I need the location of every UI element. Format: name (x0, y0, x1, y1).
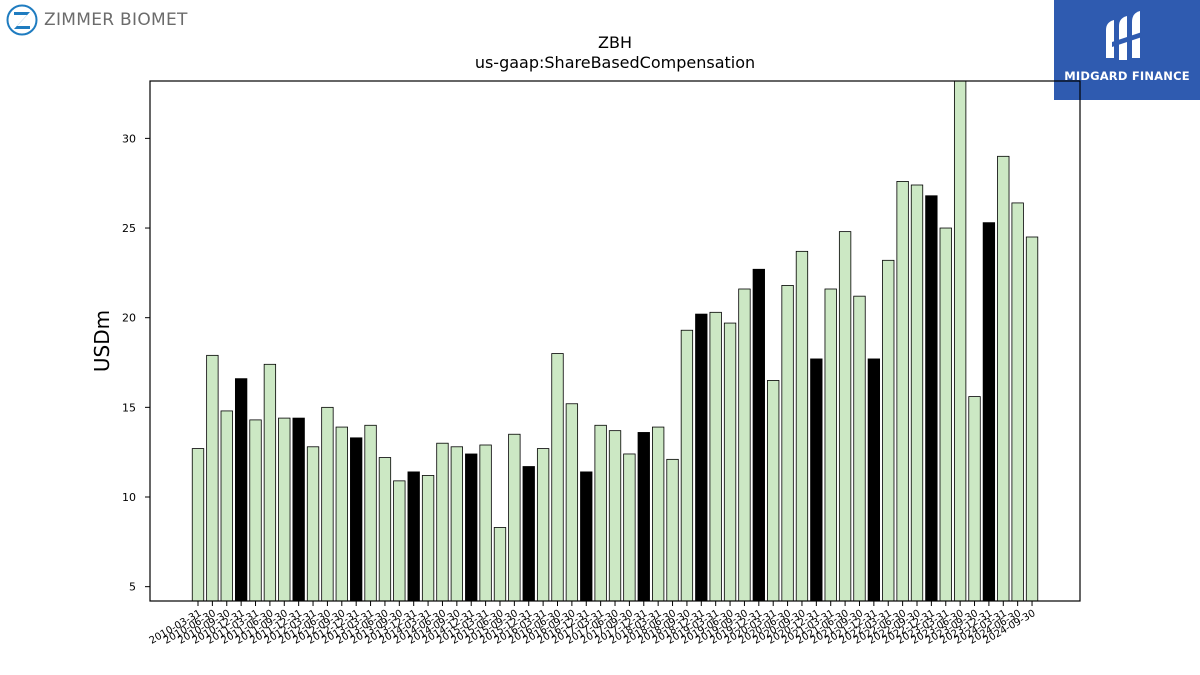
bar (896, 181, 909, 602)
bar (709, 311, 722, 602)
bar (666, 458, 679, 602)
bar (220, 410, 233, 602)
bar (752, 268, 765, 602)
bar (450, 446, 463, 602)
bar (867, 358, 881, 602)
bar (882, 259, 895, 602)
bar (637, 432, 650, 602)
chart-subtitle: us-gaap:ShareBasedCompensation (475, 53, 755, 72)
bar (306, 446, 320, 602)
bars-group (191, 80, 1039, 602)
bar (249, 419, 262, 602)
bar (910, 184, 924, 602)
bar (493, 527, 507, 602)
bar (278, 417, 291, 602)
bar (364, 424, 377, 602)
bar (508, 433, 521, 602)
bar (565, 403, 579, 602)
midgard-finance-mark-icon (1106, 11, 1142, 60)
zimmer-biomet-logo: ZIMMER BIOMET (6, 4, 188, 36)
bar (795, 250, 809, 602)
bar (421, 475, 435, 602)
bar (953, 80, 967, 602)
zimmer-biomet-name: ZIMMER BIOMET (44, 10, 188, 30)
bar (479, 444, 492, 602)
bar (939, 227, 952, 602)
zimmer-biomet-z-icon (6, 4, 38, 36)
bar (536, 448, 550, 602)
bar (997, 155, 1010, 602)
bar (838, 231, 852, 602)
bar (594, 424, 607, 602)
y-tick-label: 25 (122, 222, 136, 235)
bar (695, 313, 708, 602)
bar (292, 417, 305, 602)
y-tick-label: 20 (122, 312, 136, 325)
bar (407, 471, 420, 602)
bar (191, 448, 205, 602)
bar (925, 195, 938, 602)
bar (263, 363, 277, 602)
bar (465, 453, 478, 602)
plot-frame (149, 80, 1081, 602)
bar (810, 358, 823, 602)
bar (680, 329, 694, 602)
bar (522, 466, 535, 602)
bar (608, 430, 622, 602)
chart-title: ZBH (598, 33, 632, 52)
bar (234, 378, 248, 602)
bar (853, 295, 866, 602)
bar (551, 353, 564, 602)
bar (781, 285, 794, 602)
bar (723, 322, 737, 602)
bar (1025, 236, 1039, 602)
y-tick-label: 5 (129, 581, 136, 594)
bar (335, 426, 348, 602)
midgard-finance-logo: MIDGARD FINANCE (1054, 0, 1200, 100)
y-axis-label: USDm (90, 310, 114, 372)
bar (393, 480, 406, 602)
bar (321, 406, 334, 602)
bar (968, 396, 981, 602)
midgard-finance-name: MIDGARD FINANCE (1064, 69, 1190, 83)
y-tick-label: 15 (122, 401, 136, 414)
bar (652, 426, 665, 602)
bar (580, 471, 593, 602)
bar (982, 222, 996, 602)
bar (623, 453, 636, 602)
bar (436, 442, 449, 602)
bar (738, 288, 751, 602)
bar (378, 457, 392, 602)
bar (350, 437, 363, 602)
y-tick-label: 30 (122, 132, 136, 145)
bar (206, 354, 219, 602)
bar (1011, 202, 1024, 602)
bar (767, 380, 780, 602)
y-tick-label: 10 (122, 491, 136, 504)
bar (824, 288, 837, 602)
x-axis-ticks: 2010-03-312010-06-302010-09-302010-12-31… (148, 601, 1038, 647)
y-axis-ticks: 5 10 15 20 25 30 (122, 132, 150, 594)
